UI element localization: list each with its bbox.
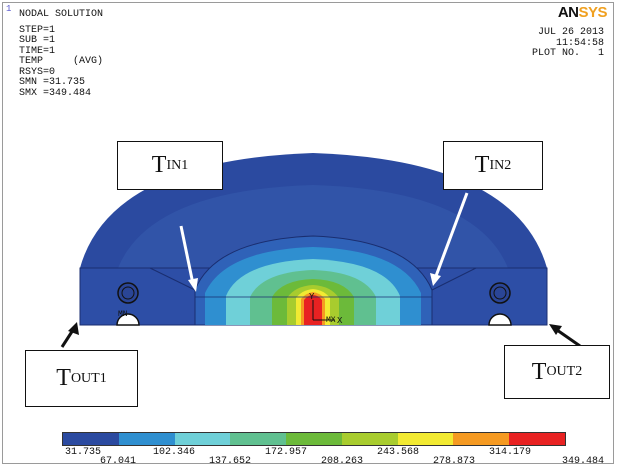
arrow-tout2: [556, 328, 581, 348]
callout-tout1-main: T: [56, 365, 71, 391]
callout-tin1-sub: IN1: [166, 157, 189, 173]
bolt-hole-right-bottom: [488, 313, 512, 326]
bolt-hole-left-top-inner: [121, 286, 135, 300]
arrow-tin1: [179, 225, 195, 285]
bolt-hole-right-top-inner: [493, 286, 507, 300]
legend-swatch: [63, 433, 119, 445]
color-legend: [62, 432, 566, 446]
ansys-logo: ANSYS: [557, 4, 608, 21]
legend-tick-label: 102.346: [152, 447, 196, 458]
time-label: TIME=1: [19, 45, 56, 57]
flange-edge-left: [149, 267, 196, 291]
callout-tout1: T OUT1: [25, 350, 138, 407]
legend-tick-label: 349.484: [561, 456, 605, 467]
dome-shade: [118, 185, 508, 268]
smn-label: SMN =31.735: [19, 77, 86, 88]
axis-y-label: Y: [309, 292, 315, 302]
callout-tout2: T OUT2: [504, 345, 610, 399]
logo-part-a: AN: [557, 4, 579, 21]
arrow-tout1-head: [68, 322, 79, 335]
plot-date: JUL 26 2013: [537, 27, 604, 38]
bolt-hole-left-bottom: [116, 313, 140, 326]
smx-label: SMX =349.484: [19, 87, 92, 99]
arrow-tin2-head: [430, 273, 441, 286]
window-number: 1: [6, 4, 12, 14]
legend-tick-label: 31.735: [64, 447, 102, 458]
plot-time: 11:54:58: [555, 37, 604, 49]
step-label: STEP=1: [19, 24, 56, 36]
rsys-label: RSYS=0: [19, 66, 56, 78]
callout-tin1-main: T: [151, 152, 167, 178]
axis-x-label: X: [337, 316, 343, 326]
plot-info: JUL 26 2013 11:54:58 PLOT NO. 1: [531, 27, 604, 60]
legend-tick-label: 208.263: [320, 456, 364, 467]
legend-tick-label: 137.652: [208, 456, 252, 467]
legend-swatch: [286, 433, 342, 445]
mn-marker: MN: [118, 310, 128, 319]
legend-tick-label: 278.873: [432, 456, 476, 467]
legend-swatch: [118, 433, 175, 445]
callout-tin1: T IN1: [117, 141, 223, 190]
sub-label: SUB =1: [19, 35, 56, 46]
callout-tin2-sub: IN2: [489, 157, 512, 173]
legend-tick-label: 314.179: [488, 447, 532, 458]
legend-swatch: [397, 433, 454, 445]
legend-swatch: [174, 433, 231, 445]
flange-edge-right: [431, 267, 477, 291]
arrow-tin1-head: [188, 278, 198, 292]
solution-title: NODAL SOLUTION: [19, 9, 104, 20]
plot-number: PLOT NO. 1: [531, 48, 604, 59]
legend-swatch: [509, 433, 566, 445]
legend-swatch: [230, 433, 287, 445]
legend-swatch: [341, 433, 398, 445]
mx-marker: MX: [326, 316, 336, 325]
logo-part-b: SYS: [578, 4, 607, 21]
callout-tin2: T IN2: [443, 141, 543, 190]
plot-frame: [2, 2, 614, 464]
legend-tick-label: 243.568: [376, 447, 420, 458]
solution-info: NODAL SOLUTION STEP=1 SUB =1 TIME=1 TEMP…: [19, 9, 104, 99]
bolt-hole-right-top: [489, 282, 511, 304]
legend-swatch: [453, 433, 510, 445]
arrow-tout2-head: [549, 324, 562, 335]
callout-tout2-main: T: [531, 358, 547, 385]
arrow-tout1: [60, 329, 75, 348]
bolt-hole-left-top: [117, 282, 139, 304]
callout-tin2-main: T: [474, 152, 490, 178]
legend-tick-label: 67.041: [99, 456, 137, 467]
callout-tout1-sub: OUT1: [70, 370, 107, 386]
arrow-tin2: [434, 192, 469, 277]
callout-tout2-sub: OUT2: [546, 364, 583, 379]
legend-tick-label: 172.957: [264, 447, 308, 458]
temp-label: TEMP (AVG): [19, 56, 104, 67]
